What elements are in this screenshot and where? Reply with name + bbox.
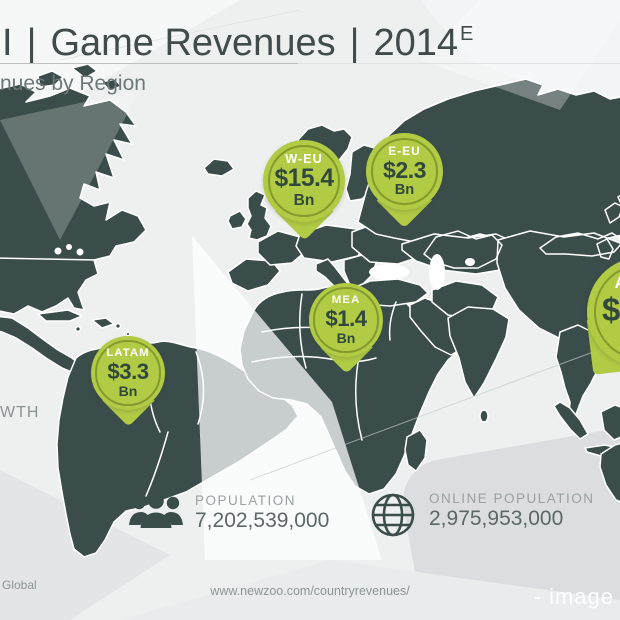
page-subtitle: nues by Region (0, 72, 146, 95)
footer-global-label: Global (2, 578, 37, 592)
image-watermark: - image (533, 584, 614, 609)
title-divider (0, 63, 298, 64)
pin-region-label: LATAM (106, 347, 150, 360)
footer-url[interactable]: www.newzoo.com/countryrevenues/ (210, 584, 410, 598)
title-year-superscript: E (460, 23, 474, 45)
pin-bubble (366, 133, 443, 210)
pin-revenue-value: $15.4 (274, 165, 334, 193)
pin-region-label: MEA (331, 294, 361, 307)
title-separator: | (26, 22, 37, 64)
pin-mea[interactable]: MEA $1.4 Bn (309, 283, 383, 374)
pin-e-eu[interactable]: E-EU $2.3 Bn (366, 133, 443, 228)
pin-w-eu[interactable]: W-EU $15.4 Bn (263, 140, 345, 241)
online-population-value: 2,975,953,000 (429, 507, 564, 530)
pin-region-label: W-EU (285, 151, 323, 167)
pin-bubble (263, 140, 345, 222)
pin-unit-label: Bn (336, 329, 356, 346)
title-year: 2014 (373, 22, 459, 64)
population-stat: POPULATION 7,202,539,000 (128, 492, 329, 536)
pin-unit-label: Bn (118, 382, 138, 399)
pin-unit-label: Bn (293, 191, 315, 209)
growth-label-clipped: WTH (0, 404, 40, 421)
pin-bubble (309, 283, 383, 357)
pin-revenue-value: $2.3 (383, 156, 426, 183)
online-population-stat: ONLINE POPULATION 2,975,953,000 (368, 490, 595, 540)
globe-icon (368, 490, 418, 540)
pin-latam[interactable]: LATAM $3.3 Bn (91, 336, 165, 427)
population-label: POPULATION (195, 493, 297, 508)
population-value: 7,202,539,000 (195, 509, 330, 532)
water-bodies (54, 244, 475, 290)
pin-unit-label: Bn (394, 181, 415, 198)
pin-bubble (91, 336, 165, 410)
page-title: I | Game Revenues | 2014 E (2, 22, 473, 65)
title-prefix: I (2, 22, 13, 64)
title-main: Game Revenues (50, 22, 336, 64)
pin-revenue-value: $36.8 (601, 291, 620, 329)
pin-region-label: E-EU (388, 143, 421, 158)
pin-region-label: APAC (614, 272, 620, 292)
title-separator: | (349, 22, 360, 64)
online-population-label: ONLINE POPULATION (429, 491, 595, 506)
people-icon (128, 492, 184, 536)
overlay-shapes (192, 236, 382, 560)
title-divider-faint (298, 63, 620, 64)
pin-revenue-value: $3.3 (107, 358, 149, 384)
pin-revenue-value: $1.4 (325, 305, 367, 331)
